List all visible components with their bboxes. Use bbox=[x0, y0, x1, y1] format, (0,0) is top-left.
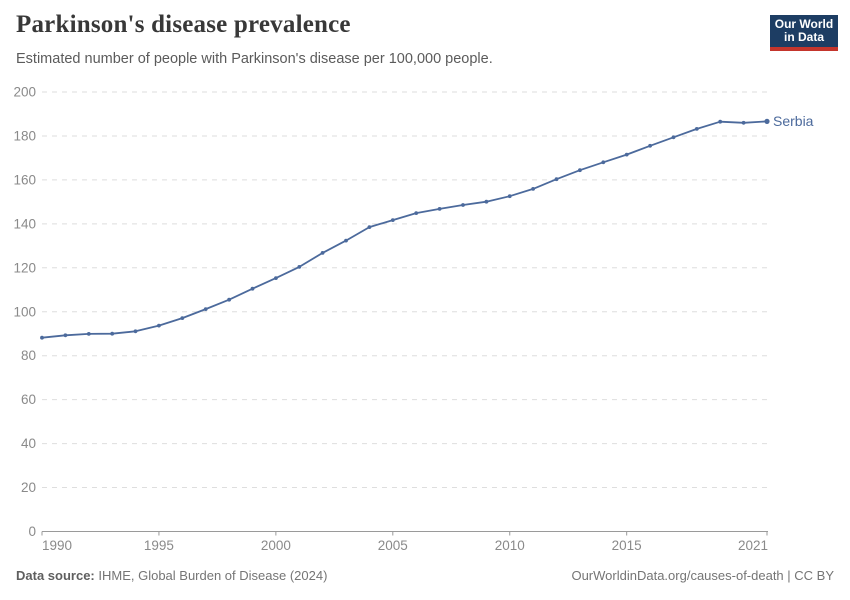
data-point bbox=[367, 225, 372, 230]
data-point bbox=[601, 160, 606, 165]
owid-logo-line2: in Data bbox=[783, 30, 824, 44]
data-point bbox=[133, 329, 138, 334]
chart-subtitle: Estimated number of people with Parkinso… bbox=[16, 51, 493, 67]
x-axis-tick-label: 1990 bbox=[42, 538, 72, 553]
entity-label-serbia[interactable]: Serbia bbox=[773, 113, 814, 129]
data-point bbox=[484, 199, 489, 204]
data-point bbox=[648, 143, 652, 148]
data-point bbox=[203, 307, 208, 311]
y-axis-tick-label: 80 bbox=[21, 348, 36, 363]
data-point bbox=[671, 135, 676, 140]
data-point bbox=[531, 187, 535, 191]
x-axis-tick-label: 2005 bbox=[378, 538, 408, 553]
x-axis-tick-label: 2021 bbox=[738, 538, 768, 553]
y-axis-tick-label: 180 bbox=[13, 128, 36, 143]
x-axis-tick-label: 2000 bbox=[261, 538, 291, 553]
serbia-line bbox=[41, 120, 768, 339]
data-source-label: Data source: bbox=[16, 568, 95, 583]
data-point bbox=[414, 211, 419, 216]
data-point bbox=[63, 333, 68, 338]
data-point bbox=[764, 118, 770, 124]
x-axis-tick-label: 2010 bbox=[495, 538, 525, 553]
data-point bbox=[578, 168, 582, 173]
page-title: Parkinson's disease prevalence bbox=[16, 11, 351, 38]
data-point bbox=[694, 126, 699, 131]
data-point bbox=[180, 316, 185, 320]
x-axis-tick-label: 1995 bbox=[144, 538, 174, 553]
owid-logo-line1: Our World bbox=[774, 17, 834, 31]
y-axis-tick-label: 140 bbox=[13, 216, 36, 231]
data-source: Data source: IHME, Global Burden of Dise… bbox=[16, 568, 327, 583]
data-point bbox=[344, 238, 348, 243]
x-axis-tick-label: 2015 bbox=[612, 538, 642, 553]
y-axis-tick-label: 60 bbox=[21, 392, 36, 407]
data-source-text: IHME, Global Burden of Disease (2024) bbox=[94, 568, 328, 583]
y-axis-tick-label: 20 bbox=[21, 480, 36, 495]
data-point bbox=[227, 297, 232, 302]
y-axis-tick-label: 100 bbox=[13, 304, 36, 319]
chart-footer: Data source: IHME, Global Burden of Dise… bbox=[16, 568, 834, 583]
data-point bbox=[554, 177, 559, 182]
data-point bbox=[110, 331, 115, 336]
data-point bbox=[40, 335, 44, 340]
data-point bbox=[86, 332, 91, 336]
y-axis-tick-label: 0 bbox=[28, 524, 36, 539]
data-point bbox=[274, 276, 278, 280]
data-point bbox=[157, 323, 161, 328]
y-axis-tick-label: 200 bbox=[13, 85, 36, 100]
data-point bbox=[437, 207, 442, 211]
data-point bbox=[718, 119, 723, 124]
data-point bbox=[390, 218, 395, 223]
owid-logo[interactable]: Our World in Data bbox=[770, 15, 838, 51]
data-point bbox=[741, 120, 746, 125]
y-axis-tick-label: 120 bbox=[13, 260, 36, 275]
footer-link[interactable]: OurWorldinData.org/causes-of-death | CC … bbox=[571, 568, 834, 583]
data-point bbox=[461, 203, 465, 207]
data-point bbox=[507, 194, 512, 199]
y-axis-tick-label: 40 bbox=[21, 436, 36, 451]
data-point bbox=[250, 286, 255, 291]
y-axis-tick-label: 160 bbox=[13, 172, 36, 187]
data-point bbox=[320, 251, 325, 255]
data-point bbox=[297, 265, 302, 269]
data-point bbox=[624, 152, 629, 157]
